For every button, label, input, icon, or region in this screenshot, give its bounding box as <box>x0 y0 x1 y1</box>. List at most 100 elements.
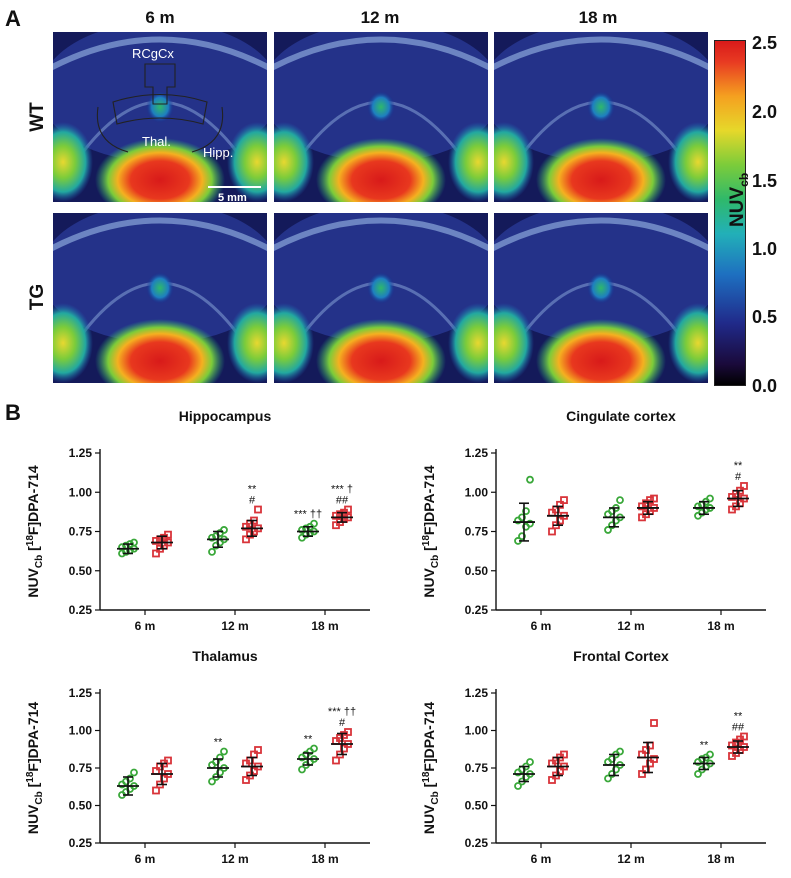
data-point-wt <box>130 768 138 777</box>
y-tick-label: 0.25 <box>465 603 489 617</box>
y-axis-label: NUVCb [18F]DPA-714 <box>25 702 45 835</box>
roi-label-thalamus: Thal. <box>142 134 171 149</box>
pet-hotspot-central <box>367 91 395 123</box>
pet-hotspot-cerebellum <box>95 319 225 383</box>
pet-hotspot-cerebellum <box>536 319 666 383</box>
y-tick-label: 0.50 <box>465 564 489 578</box>
x-tick-label: 12 m <box>221 852 248 866</box>
data-point-wt <box>608 521 616 530</box>
data-point-wt <box>694 770 702 778</box>
data-point-tg <box>650 494 658 503</box>
data-point-wt <box>702 505 710 514</box>
x-tick-label: 6 m <box>531 619 552 633</box>
data-point-wt <box>694 502 702 511</box>
data-point-wt <box>208 548 216 556</box>
x-tick-label: 6 m <box>531 852 552 866</box>
pet-image-graphic <box>53 213 267 383</box>
pet-hotspot-cerebellum <box>536 138 666 202</box>
data-point-tg <box>164 530 172 539</box>
pet-hotspot-central <box>587 272 615 304</box>
y-tick-label: 1.25 <box>465 446 489 460</box>
significance-marker: ** <box>734 711 743 723</box>
pet-hotspot-cerebellum <box>316 138 446 202</box>
data-point-wt <box>208 533 216 542</box>
pet-image-graphic <box>494 32 708 202</box>
pet-skull-outline <box>494 36 708 71</box>
data-point-wt <box>310 519 318 528</box>
x-tick-label: 6 m <box>135 852 156 866</box>
data-point-tg <box>344 505 352 514</box>
x-tick-label: 18 m <box>707 852 734 866</box>
data-point-wt <box>616 496 624 504</box>
panel-b-letter: B <box>5 400 21 425</box>
y-tick-label: 1.00 <box>69 724 93 738</box>
y-tick-label: 0.50 <box>69 799 93 813</box>
data-point-wt <box>126 774 134 783</box>
pet-hotspot-side <box>227 122 267 202</box>
frontal-cortex-chart: Frontal Cortex NUVCb [18F]DPA-714 0.25 0.50… <box>421 648 766 866</box>
pet-hotspot-central <box>367 272 395 304</box>
x-tick-label: 18 m <box>311 852 338 866</box>
pet-hotspot-side <box>448 122 488 202</box>
roi-label-hippocampus: Hipp. <box>203 145 234 160</box>
data-point-wt <box>310 744 318 753</box>
data-point-wt <box>698 755 706 763</box>
data-point-tg <box>642 746 650 754</box>
y-tick-label: 0.75 <box>69 761 93 775</box>
data-point-wt <box>216 753 224 762</box>
data-point-tg <box>650 719 658 727</box>
data-point-tg <box>556 500 564 509</box>
colorbar-tick: 0.0 <box>752 376 778 396</box>
pet-skull-outline <box>53 36 267 71</box>
pet-image-graphic <box>274 213 488 383</box>
y-axis-label: NUVCb [18F]DPA-714 <box>421 702 441 835</box>
pet-hotspot-side <box>274 122 314 202</box>
pet-hotspot-side <box>448 303 488 383</box>
data-point-tg <box>548 776 556 784</box>
data-point-wt <box>220 526 228 534</box>
data-point-wt <box>526 475 534 484</box>
data-point-wt <box>518 532 526 541</box>
data-point-wt <box>604 774 612 783</box>
data-point-wt <box>526 758 534 766</box>
roi-label-rcgcx: RCgCx <box>132 46 174 61</box>
data-point-wt <box>518 513 526 522</box>
pet-hotspot-side <box>494 122 534 202</box>
data-point-tg <box>242 776 250 784</box>
data-point-tg <box>164 756 172 765</box>
thalamus-chart: Thalamus NUVCb [18F]DPA-714 0.25 0.50 0.75 1.… <box>25 648 370 866</box>
data-point-wt <box>514 782 522 790</box>
colorbar-tick: 2.5 <box>752 33 778 53</box>
data-point-wt <box>526 519 534 528</box>
data-point-tg <box>638 770 646 778</box>
data-point-tg <box>344 728 352 736</box>
column-title-12m: 12 m <box>360 8 400 27</box>
chart-title: Frontal Cortex <box>573 648 669 664</box>
data-point-tg <box>646 759 654 768</box>
colorbar-tick: 1.0 <box>752 239 778 259</box>
cingulate-cortex-chart: Cingulate cortex NUVCb [18F]DPA-714 0.25 0.… <box>421 408 766 633</box>
pet-hotspot-side <box>227 303 267 383</box>
data-point-wt <box>298 526 306 534</box>
pet-skull-outline <box>274 36 488 71</box>
pet-hotspot-side <box>53 303 93 383</box>
significance-marker: ## <box>336 495 349 507</box>
data-point-wt <box>706 494 714 503</box>
data-point-tg <box>556 767 564 775</box>
hippocampus-chart: Hippocampus NUVCb [18F]DPA-714 0.25 0.50 0.7… <box>25 408 370 633</box>
data-point-wt <box>208 777 216 786</box>
row-label-wt: WT <box>27 102 48 132</box>
data-point-tg <box>152 786 160 795</box>
data-point-tg <box>254 505 262 514</box>
y-tick-label: 0.75 <box>465 761 489 775</box>
data-point-wt <box>130 538 138 547</box>
pet-skull-outline <box>53 217 267 252</box>
pet-image-graphic <box>53 32 267 202</box>
pet-image-graphic <box>494 213 708 383</box>
roi-outline-thalamus <box>112 93 208 125</box>
data-point-tg <box>548 527 556 536</box>
data-point-tg <box>560 750 568 759</box>
column-title-6m: 6 m <box>145 8 175 27</box>
significance-marker: # <box>735 471 742 483</box>
y-tick-label: 1.25 <box>69 686 93 700</box>
